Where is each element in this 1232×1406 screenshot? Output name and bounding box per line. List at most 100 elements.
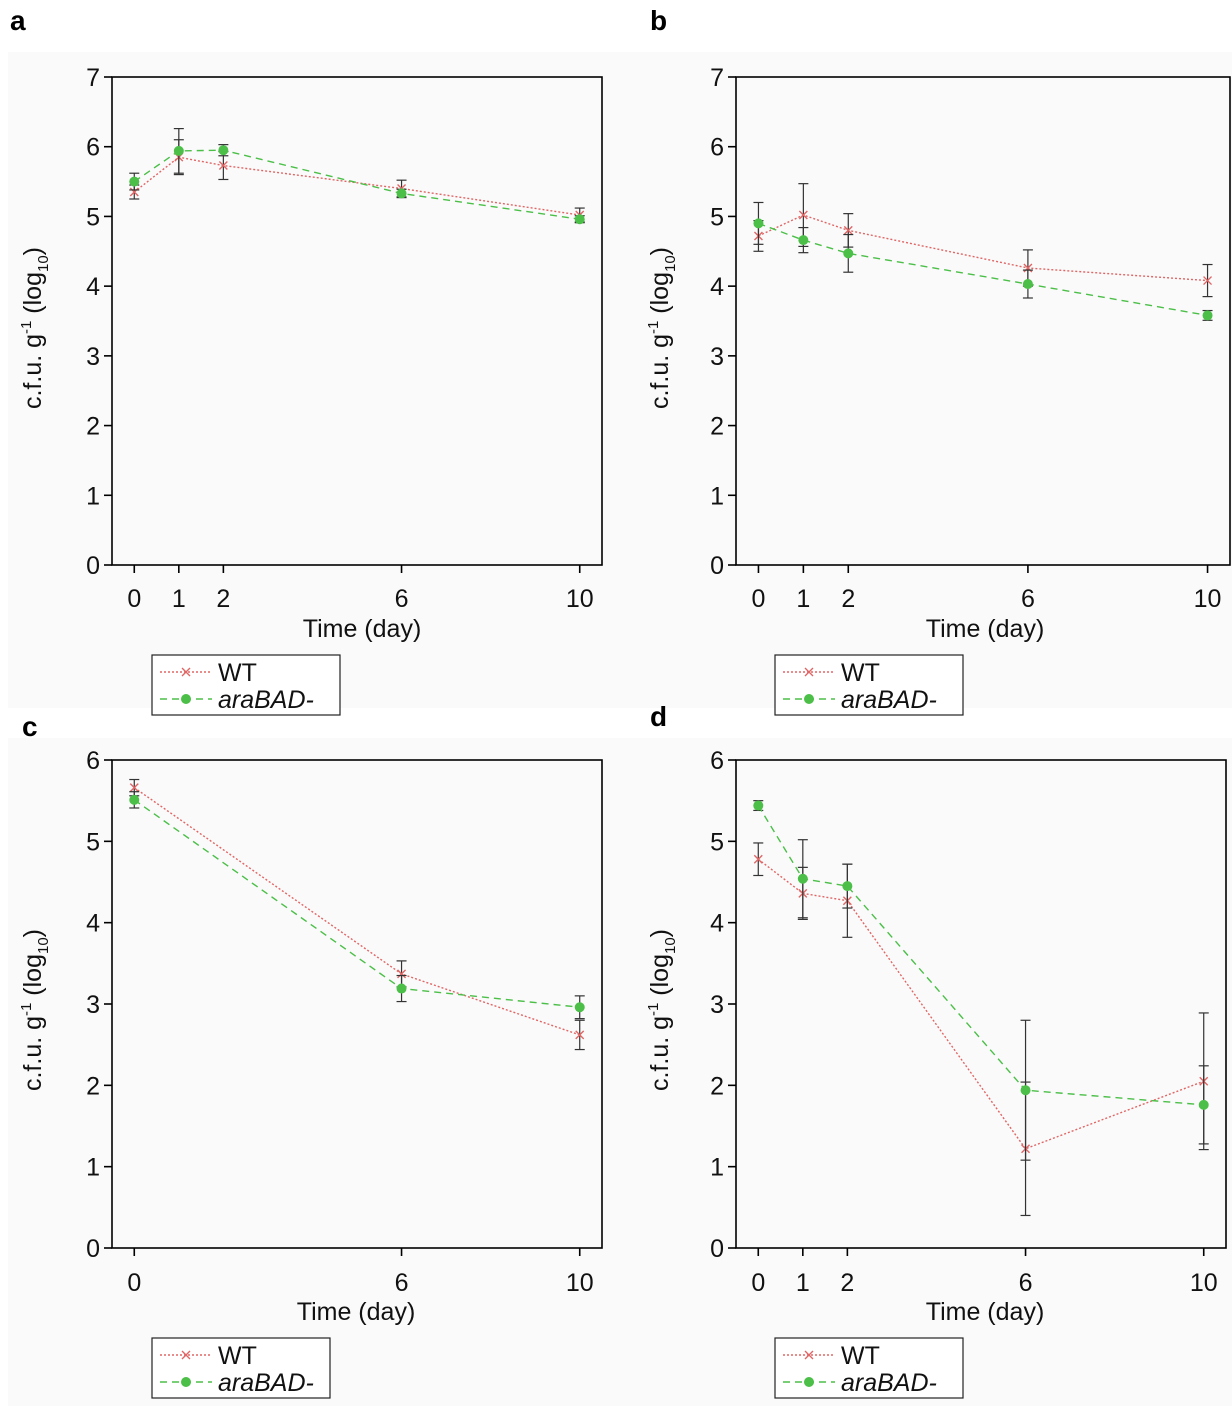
y-tick-label: 5 <box>86 203 100 231</box>
panel-letter: d <box>650 701 667 732</box>
y-axis-title: c.f.u. g-1 (log10) <box>645 929 679 1091</box>
y-tick-label: 4 <box>710 910 724 938</box>
x-tick-label: 6 <box>395 1269 409 1297</box>
y-tick-label: 6 <box>86 747 100 775</box>
data-point <box>1022 279 1033 290</box>
data-point <box>574 1002 585 1013</box>
data-point <box>397 969 407 979</box>
y-tick-label: 1 <box>710 482 724 510</box>
legend-marker-wt <box>804 667 814 677</box>
series-arabad <box>753 201 1213 321</box>
y-tick-label: 5 <box>710 828 724 856</box>
legend-label-wt: WT <box>841 1342 880 1370</box>
series-arabad <box>129 127 585 225</box>
y-tick-label: 0 <box>710 1235 724 1263</box>
x-tick-label: 6 <box>1021 585 1035 613</box>
panel-background <box>8 52 636 708</box>
x-tick-label: 10 <box>566 585 594 613</box>
y-tick-label: 4 <box>86 273 100 301</box>
y-tick-label: 3 <box>86 991 100 1019</box>
y-tick-label: 0 <box>86 552 100 580</box>
y-tick-label: 3 <box>710 343 724 371</box>
x-tick-label: 1 <box>172 585 186 613</box>
y-tick-label: 5 <box>86 828 100 856</box>
x-tick-label: 0 <box>127 1269 141 1297</box>
legend-box <box>774 1337 964 1399</box>
legend-marker-arabad <box>181 1377 191 1387</box>
y-axis-title: c.f.u. g-1 (log10) <box>18 247 52 409</box>
y-tick-label: 1 <box>86 1154 100 1182</box>
y-tick-label: 0 <box>86 1235 100 1263</box>
y-tick-label: 6 <box>86 134 100 162</box>
x-tick-label: 10 <box>1194 585 1222 613</box>
y-tick-label: 7 <box>710 64 724 92</box>
y-tick-label: 0 <box>710 552 724 580</box>
data-point <box>753 218 764 229</box>
x-axis-title: Time (day) <box>926 1298 1045 1326</box>
x-tick-label: 6 <box>1019 1269 1033 1297</box>
y-tick-label: 7 <box>86 64 100 92</box>
data-point <box>1020 1085 1031 1096</box>
x-tick-label: 1 <box>796 1269 810 1297</box>
x-tick-label: 2 <box>841 585 855 613</box>
x-axis-title: Time (day) <box>297 1298 416 1326</box>
y-axis-title: c.f.u. g-1 (log10) <box>18 929 52 1091</box>
legend-marker-arabad <box>804 694 814 704</box>
panel-letter: b <box>650 5 667 36</box>
data-point <box>798 210 808 220</box>
legend-label-wt: WT <box>841 659 880 687</box>
data-point <box>173 145 184 156</box>
y-tick-label: 2 <box>86 413 100 441</box>
x-tick-label: 6 <box>395 585 409 613</box>
y-tick-label: 5 <box>710 203 724 231</box>
data-point <box>1203 276 1213 286</box>
data-point <box>843 248 854 259</box>
x-axis-title: Time (day) <box>303 615 422 643</box>
legend-label-arabad: araBAD- <box>841 686 937 714</box>
x-tick-label: 2 <box>216 585 230 613</box>
legend-marker-wt <box>804 1350 814 1360</box>
panel-d: d 0 1 2 3 4 5 6 0 1 2 6 10 Time (day) c.f.u. g-1 (log1… <box>636 701 1232 1406</box>
data-point <box>798 235 809 246</box>
data-point <box>218 161 228 171</box>
legend-label-wt: WT <box>218 659 257 687</box>
series-arabad <box>129 791 585 1020</box>
data-point <box>129 783 139 793</box>
y-tick-label: 6 <box>710 134 724 162</box>
data-point <box>129 176 140 187</box>
series-line <box>758 222 1208 317</box>
panel-a: a 0 1 2 3 4 5 6 7 0 1 2 6 10 Time (day) c.f.u. g-1 (log… <box>8 5 636 716</box>
data-point <box>218 145 229 156</box>
panel-letter: a <box>10 5 26 36</box>
x-tick-label: 2 <box>840 1269 854 1297</box>
x-tick-label: 10 <box>1190 1269 1218 1297</box>
x-tick-label: 1 <box>796 585 810 613</box>
x-tick-label: 0 <box>752 585 766 613</box>
legend-marker-arabad <box>181 694 191 704</box>
legend-marker-arabad <box>804 1377 814 1387</box>
y-tick-label: 2 <box>86 1072 100 1100</box>
panel-c: c 0 1 2 3 4 5 6 0 6 10 Time (day) c.f.u. g-1 (log10)… <box>8 711 636 1406</box>
data-point <box>843 225 853 235</box>
x-tick-label: 0 <box>127 585 141 613</box>
data-point <box>575 1030 585 1040</box>
legend-label-arabad: araBAD- <box>218 686 314 714</box>
data-point <box>753 854 763 864</box>
y-tick-label: 2 <box>710 413 724 441</box>
panel-b: b 0 1 2 3 4 5 6 7 0 1 2 6 10 Time (day) c.f.u. g-1 (log… <box>636 5 1232 716</box>
plot-frame <box>111 76 603 566</box>
legend-box <box>151 1337 331 1399</box>
y-tick-label: 3 <box>86 343 100 371</box>
y-tick-label: 1 <box>86 482 100 510</box>
panel-letter: c <box>22 711 38 742</box>
y-tick-label: 4 <box>710 273 724 301</box>
data-point <box>396 983 407 994</box>
x-tick-label: 10 <box>566 1269 594 1297</box>
data-point <box>574 214 585 225</box>
x-axis-title: Time (day) <box>926 615 1045 643</box>
panel-background <box>636 52 1232 708</box>
